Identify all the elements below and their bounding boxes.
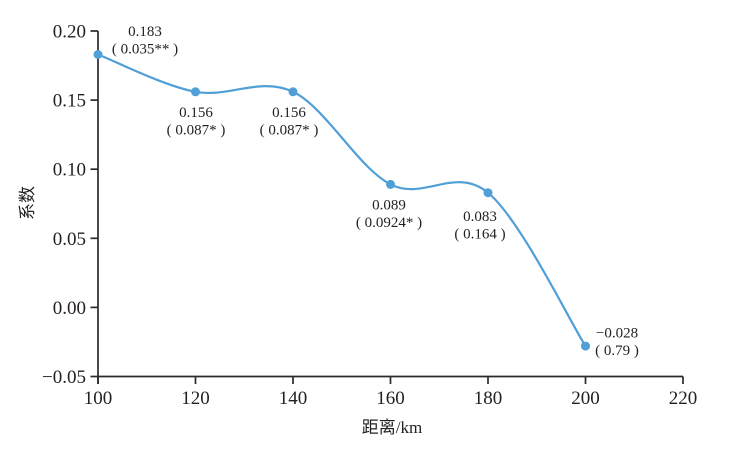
y-tick-label: −0.05: [42, 367, 86, 388]
x-tick-label: 180: [474, 388, 503, 409]
point-pvalue-label: ( 0.0924* ): [356, 215, 422, 231]
point-value-label: 0.156: [179, 105, 213, 121]
chart-annotations: 0.183( 0.035** ) 0.156 ( 0.087* ) 0.156 ( 0.…: [112, 24, 639, 359]
x-tick-label: 220: [669, 388, 698, 409]
data-point-marker: [93, 50, 103, 59]
y-tick-label: 0.00: [53, 298, 86, 319]
point-pvalue-label: ( 0.035** ): [112, 41, 178, 57]
point-pvalue-label: ( 0.087* ): [260, 123, 319, 139]
point-value-label: 0.183: [128, 24, 162, 40]
y-tick-label: 0.05: [53, 229, 86, 250]
x-tick-label: 160: [376, 388, 405, 409]
point-value-label: 0.089: [372, 197, 406, 213]
point-value-label: 0.083: [463, 209, 497, 225]
point-pvalue-label: ( 0.79 ): [595, 343, 639, 359]
point-pvalue-label: ( 0.087* ): [167, 123, 226, 139]
point-value-label: −0.028: [596, 325, 638, 341]
data-point-marker: [191, 87, 200, 97]
series-line: [96, 53, 587, 348]
y-tick-label: 0.20: [53, 22, 86, 43]
data-point-marker: [483, 188, 493, 198]
x-tick-label: 140: [279, 388, 308, 409]
point-pvalue-label: ( 0.164 ): [454, 227, 505, 243]
x-tick-label: 200: [571, 388, 600, 409]
data-point-marker: [288, 87, 298, 97]
data-point-marker: [386, 179, 395, 189]
x-tick-label: 120: [181, 388, 210, 409]
y-axis-title: 系数: [18, 186, 37, 220]
data-point-marker: [581, 341, 590, 351]
y-tick-label: 0.10: [53, 160, 86, 181]
x-axis-title: 距离/km: [362, 418, 422, 437]
chart-series: [93, 50, 590, 351]
point-value-label: 0.156: [272, 105, 306, 121]
x-tick-label: 100: [84, 388, 113, 409]
y-tick-label: 0.15: [53, 91, 86, 112]
